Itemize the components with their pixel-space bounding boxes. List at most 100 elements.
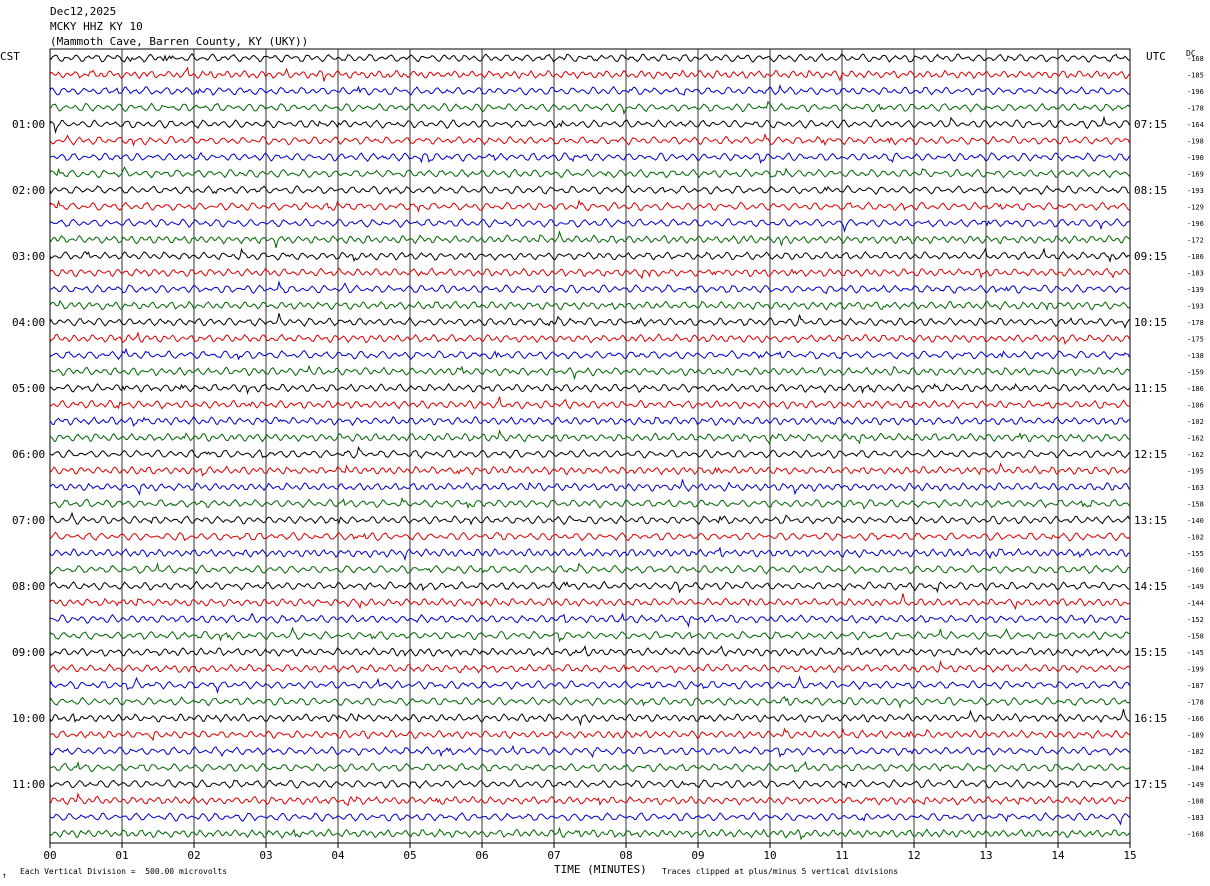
left-hour-label: 06:00 [12,448,45,461]
dc-offset-label: -182 [1187,748,1204,756]
seismic-trace [49,659,1130,674]
left-hour-label: 10:00 [12,712,45,725]
dc-offset-label: -140 [1187,517,1204,525]
seismic-trace [49,151,1130,165]
seismic-trace [49,166,1130,179]
station-title: MCKY HHZ KY 10 [50,20,143,33]
seismic-trace [49,511,1130,526]
dc-offset-label: -162 [1187,451,1204,459]
x-tick-label: 02 [187,849,200,862]
seismic-trace [49,66,1130,82]
seismic-trace [49,626,1130,643]
dc-offset-label: -106 [1187,402,1204,410]
x-tick-label: 00 [43,849,56,862]
left-hour-label: 04:00 [12,316,45,329]
right-hour-label: 13:15 [1134,514,1167,527]
seismic-trace [49,695,1130,709]
seismic-trace [49,744,1130,759]
right-hour-label: 15:15 [1134,646,1167,659]
seismic-trace [49,415,1130,427]
dc-offset-label: -139 [1187,286,1204,294]
seismic-trace [49,299,1130,311]
seismic-trace [49,561,1130,575]
station-location: (Mammoth Cave, Barren County, KY (UKY)) [50,35,309,48]
x-tick-label: 03 [259,849,272,862]
dc-offset-label: -169 [1187,171,1204,179]
dc-offset-label: -183 [1187,270,1204,278]
right-hour-label: 16:15 [1134,712,1167,725]
dc-offset-label: -155 [1187,550,1204,558]
dc-offset-label: -102 [1187,534,1204,542]
seismic-trace [49,708,1130,727]
dc-offset-label: -164 [1187,121,1204,129]
seismic-trace [49,760,1130,773]
dc-offset-label: -198 [1187,138,1204,146]
x-tick-label: 04 [331,849,345,862]
dc-offset-label: -185 [1187,72,1204,80]
seismic-trace [49,612,1130,628]
left-hour-label: 05:00 [12,382,45,395]
scale-note: Each Vertical Division = 500.00 microvol… [20,867,228,876]
dc-offset-label: -104 [1187,765,1204,773]
seismic-trace [49,428,1130,446]
dc-offset-label: -190 [1187,154,1204,162]
dc-offset-label: -195 [1187,468,1204,476]
dc-offset-label: -175 [1187,336,1204,344]
left-hour-label: 09:00 [12,646,45,659]
dc-offset-label: -178 [1187,699,1204,707]
dc-offset-label: -193 [1187,303,1204,311]
left-hour-label: 03:00 [12,250,45,263]
seismic-trace [49,115,1130,135]
x-tick-label: 07 [547,849,560,862]
seismic-trace [49,185,1130,196]
dc-offset-label: -189 [1187,732,1204,740]
dc-offset-label: -163 [1187,484,1204,492]
dc-offset-label: -178 [1187,105,1204,113]
record-date: Dec12,2025 [50,5,117,18]
plot-frame [49,48,1131,844]
right-hour-label: 12:15 [1134,448,1167,461]
dc-offset-label: -199 [1187,666,1204,674]
dc-offset-label: -160 [1187,567,1204,575]
seismic-trace [49,479,1130,496]
dc-offset-label: -145 [1187,649,1204,657]
seismic-trace [49,396,1130,410]
seismic-trace [49,531,1130,542]
dc-offset-label: -186 [1187,385,1204,393]
seismic-trace [49,462,1130,477]
x-tick-label: 01 [115,849,128,862]
left-hour-label: 11:00 [12,778,45,791]
dc-offset-label: -129 [1187,204,1204,212]
x-tick-label: 13 [979,849,992,862]
seismic-trace [49,792,1130,807]
right-hour-label: 10:15 [1134,316,1167,329]
dc-offset-label: -158 [1187,633,1204,641]
dc-offset-label: -168 [1187,55,1204,63]
x-tick-label: 08 [619,849,632,862]
corner-arrow-icon: ↑ [2,871,7,880]
dc-offset-label: -159 [1187,369,1204,377]
seismic-trace [49,826,1130,841]
seismic-trace [49,645,1130,658]
right-hour-label: 08:15 [1134,184,1167,197]
seismic-trace [49,580,1130,594]
seismic-trace [49,313,1130,329]
dc-offset-label: -196 [1187,88,1204,96]
clip-note: Traces clipped at plus/minus 5 vertical … [662,867,899,876]
seismic-trace [49,280,1130,295]
right-hour-label: 09:15 [1134,250,1167,263]
x-tick-label: 05 [403,849,416,862]
dc-offset-label: -108 [1187,798,1204,806]
seismic-trace [49,247,1130,263]
x-tick-label: 12 [907,849,920,862]
seismic-trace [49,382,1130,395]
right-hour-label: 14:15 [1134,580,1167,593]
dc-offset-label: -172 [1187,237,1204,245]
seismic-trace [49,230,1130,249]
dc-offset-label: -102 [1187,418,1204,426]
x-tick-label: 09 [691,849,704,862]
seismic-trace [49,497,1130,510]
seismic-trace [49,546,1130,562]
dc-offset-label: -152 [1187,616,1204,624]
right-timezone-label: UTC [1146,50,1166,63]
